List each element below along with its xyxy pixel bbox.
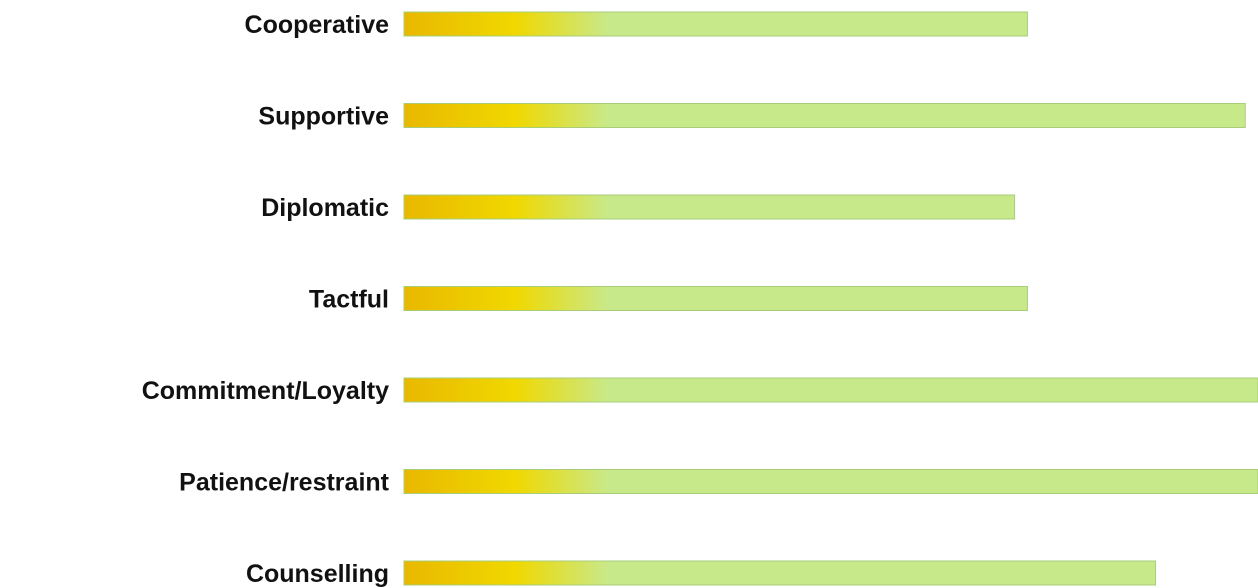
category-label: Diplomatic xyxy=(261,194,389,222)
bar-cooperative xyxy=(403,11,1028,37)
category-label: Cooperative xyxy=(245,11,390,39)
bar-counselling xyxy=(403,560,1157,586)
bar-patience-restraint xyxy=(403,469,1258,494)
bar-commitment-loyalty xyxy=(403,377,1258,403)
category-label: Tactful xyxy=(309,286,389,314)
category-label: Supportive xyxy=(258,103,389,131)
category-label: Counselling xyxy=(246,560,389,588)
bar-tactful xyxy=(403,286,1028,311)
category-labels-group: Cooperative Supportive Diplomatic Tactful Co… xyxy=(142,11,390,588)
bars-group xyxy=(403,11,1258,586)
bar-diplomatic xyxy=(403,194,1016,220)
category-label: Commitment/Loyalty xyxy=(142,377,389,405)
category-label: Patience/restraint xyxy=(179,469,389,497)
bar-supportive xyxy=(403,103,1246,128)
